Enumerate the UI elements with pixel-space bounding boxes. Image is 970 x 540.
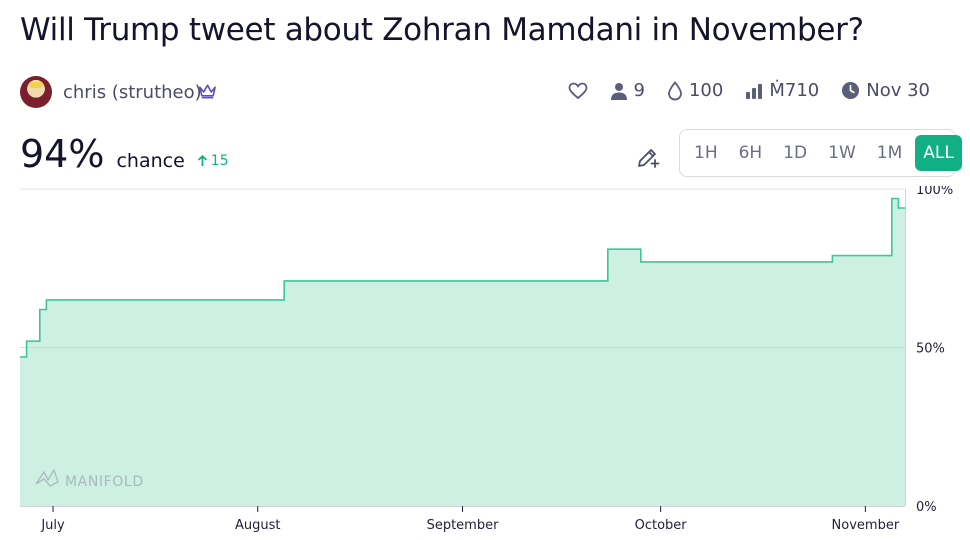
x-tick-label: August	[235, 518, 281, 533]
market-stats: 9 100 Ṁ710 Nov 30	[568, 80, 930, 101]
manifold-logo-icon	[35, 468, 59, 487]
probability-change: 15	[197, 153, 229, 169]
probability-value: 94%	[20, 132, 105, 176]
creator-name[interactable]: chris (strutheo)	[63, 82, 202, 103]
probability-change-value: 15	[210, 153, 229, 169]
traders-count: 9	[633, 80, 645, 101]
x-tick-label: July	[40, 518, 65, 533]
liquidity-stat[interactable]: 100	[667, 80, 723, 101]
y-tick-label: 0%	[916, 500, 937, 515]
probability-label: chance	[116, 150, 185, 172]
heart-icon	[568, 82, 587, 99]
x-tick-label: September	[427, 518, 500, 533]
user-icon	[610, 82, 627, 100]
y-tick-label: 50%	[916, 342, 945, 357]
market-title: Will Trump tweet about Zohran Mamdani in…	[20, 12, 864, 48]
y-tick-label: 100%	[916, 186, 953, 198]
time-range-1d[interactable]: 1D	[783, 143, 808, 163]
pencil-plus-icon	[638, 149, 660, 168]
droplet-icon	[668, 80, 682, 100]
probability-area	[20, 198, 905, 506]
watermark-text: MANIFOLD	[65, 474, 144, 490]
close-date-stat[interactable]: Nov 30	[841, 80, 930, 101]
time-range-6h[interactable]: 6H	[738, 143, 763, 163]
close-date: Nov 30	[866, 80, 930, 101]
arrow-up-icon	[197, 155, 207, 166]
bar-chart-icon	[746, 83, 763, 99]
clock-icon	[842, 81, 860, 100]
time-range-selector: 1H 6H 1D 1W 1M ALL	[679, 129, 962, 177]
crown-icon	[199, 84, 216, 99]
time-range-1w[interactable]: 1W	[828, 143, 856, 163]
annotate-button[interactable]	[636, 145, 660, 169]
market-meta-row: chris (strutheo) 9 100	[20, 74, 930, 110]
probability-chart[interactable]: 100% 50% 0% July August September October Novem…	[0, 186, 970, 540]
traders-stat[interactable]: 9	[610, 80, 645, 101]
time-range-1m[interactable]: 1M	[876, 143, 903, 163]
liquidity-value: 100	[688, 80, 724, 101]
x-tick-label: October	[635, 518, 688, 533]
x-tick-label: November	[832, 518, 900, 533]
like-button[interactable]	[568, 82, 588, 100]
volume-stat[interactable]: Ṁ710	[745, 80, 819, 101]
creator-avatar[interactable]	[20, 76, 52, 108]
probability-line	[20, 197, 905, 358]
manifold-watermark: MANIFOLD	[35, 468, 144, 490]
probability-display: 94% chance 15	[20, 132, 229, 176]
time-range-1h[interactable]: 1H	[694, 143, 718, 163]
time-range-all[interactable]: ALL	[915, 135, 962, 171]
volume-value: Ṁ710	[769, 80, 820, 101]
